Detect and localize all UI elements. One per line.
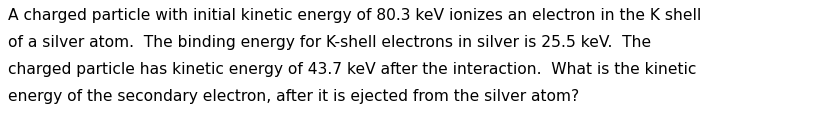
Text: A charged particle with initial kinetic energy of 80.3 keV ionizes an electron i: A charged particle with initial kinetic … [8,8,700,23]
Text: charged particle has kinetic energy of 43.7 keV after the interaction.  What is : charged particle has kinetic energy of 4… [8,62,696,77]
Text: of a silver atom.  The binding energy for K-shell electrons in silver is 25.5 ke: of a silver atom. The binding energy for… [8,35,650,50]
Text: energy of the secondary electron, after it is ejected from the silver atom?: energy of the secondary electron, after … [8,89,579,104]
